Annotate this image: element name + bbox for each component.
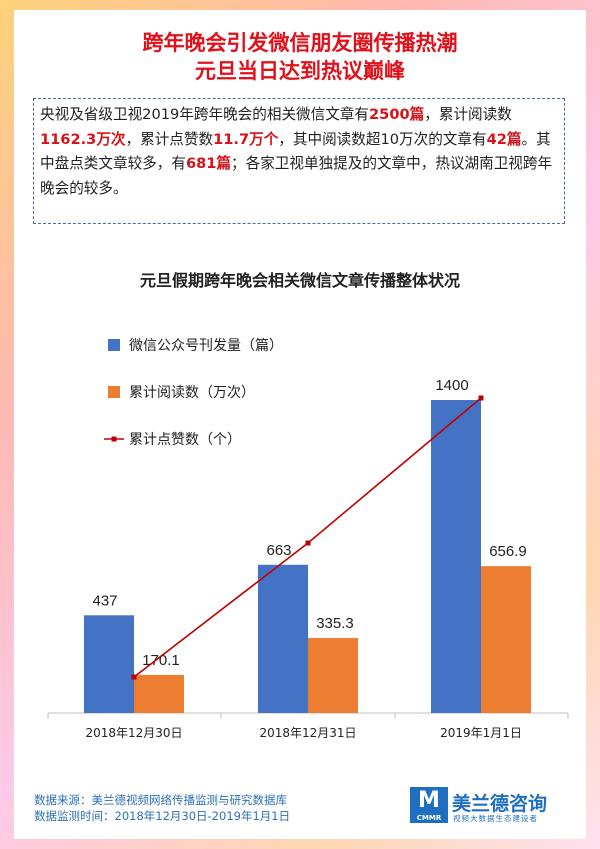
summary-text-4: ，其中阅读数超10万次的文章有: [278, 130, 487, 148]
legend-label: 累计点赞数（个）: [129, 432, 241, 448]
page-title-line2: 元旦当日达到热议巅峰: [195, 59, 405, 83]
likes-point: [478, 395, 484, 401]
likes-point: [305, 540, 311, 546]
bar-articles: [431, 400, 481, 713]
logo-abbr: CMMR: [416, 814, 442, 822]
summary-text-6: ；各家卫视单独提及的文章中，热议湖南卫视跨年晚会的较多。: [40, 155, 553, 197]
summary-box: 央视及省级卫视2019年跨年晚会的相关微信文章有2500篇，累计阅读数 1162.…: [33, 98, 565, 224]
chart-title: 元旦假期跨年晚会相关微信文章传播整体状况: [139, 271, 460, 290]
bar-articles: [84, 615, 134, 713]
legend-label: 微信公众号刊发量（篇）: [129, 338, 283, 354]
legend-swatch: [108, 339, 120, 351]
logo-tagline: 视频大数据生态建设者: [453, 814, 538, 823]
summary-text-5: 。其中盘点类文章较多，有: [40, 130, 551, 173]
legend-label: 累计阅读数（万次）: [129, 384, 255, 401]
x-tick-label: 2019年1月1日: [440, 726, 522, 740]
data-label: 437: [92, 592, 117, 609]
x-tick-label: 2018年12月30日: [85, 726, 182, 740]
x-tick-label: 2018年12月31日: [259, 726, 356, 740]
summary-highlight-roundup: 681篇: [185, 155, 232, 172]
legend-swatch-marker: [111, 436, 117, 442]
summary-text-3: ，累计点赞数: [125, 130, 214, 148]
logo-name: 美兰德咨询: [452, 793, 548, 815]
summary-text-1: 央视及省级卫视2019年跨年晚会的相关微信文章有: [40, 106, 370, 123]
bar-reads: [308, 638, 358, 713]
data-label: 335.3: [316, 615, 354, 632]
bar-articles: [258, 564, 308, 713]
summary-highlight-reads: 1162.3万次: [40, 130, 126, 148]
page-title-line1: 跨年晚会引发微信朋友圈传播热潮: [142, 31, 458, 55]
bar-reads: [481, 566, 531, 713]
likes-point: [131, 674, 137, 680]
data-source: 数据来源：美兰德视频网络传播监测与研究数据库: [34, 793, 287, 807]
data-label: 656.9: [489, 543, 527, 560]
summary-highlight-viral: 42篇: [486, 130, 522, 148]
data-label: 170.1: [142, 652, 180, 669]
summary-text-2: ，累计阅读数: [424, 106, 512, 123]
legend-swatch: [108, 386, 120, 398]
logo-mark: M: [418, 788, 440, 813]
logo-mark-icon: M CMMR: [410, 787, 448, 823]
data-period: 数据监测时间：2018年12月30日-2019年1月1日: [34, 809, 291, 823]
summary-highlight-likes: 11.7万个: [213, 130, 279, 148]
data-label: 663: [266, 542, 291, 559]
bar-reads: [134, 674, 184, 713]
data-label: 1400: [435, 377, 468, 394]
summary-highlight-articles: 2500篇: [369, 106, 425, 123]
